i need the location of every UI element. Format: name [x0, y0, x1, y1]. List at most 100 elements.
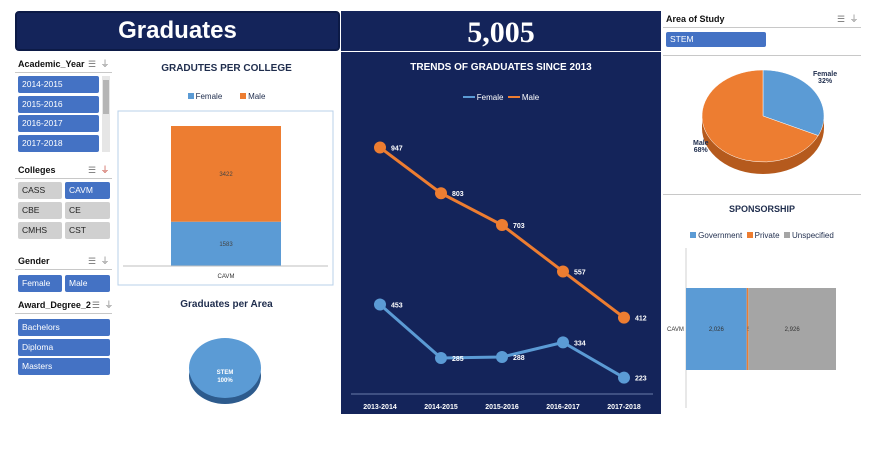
data-point	[557, 336, 569, 349]
data-label: 453	[391, 303, 403, 310]
data-label: 285	[452, 356, 464, 363]
college-chart-panel: GRADUTES PER COLLEGE Female Male 1583 342…	[113, 56, 340, 291]
dashboard-title: Graduates	[118, 17, 237, 44]
data-label: 557	[574, 269, 586, 276]
multi-select-icon[interactable]: ☰	[91, 300, 100, 310]
gender-pie-chart	[701, 69, 825, 174]
trend-chart-legend: Female Male	[341, 85, 661, 103]
area-of-study-slicer: Area of Study ☰ ⏚ STEM	[663, 11, 861, 51]
slicer-item-2016-2017[interactable]: 2016-2017	[18, 115, 99, 132]
series-line-male	[379, 146, 625, 319]
slicer-title: Area of Study	[666, 14, 725, 24]
slicer-scrollbar[interactable]	[102, 76, 110, 152]
data-label: 803	[452, 191, 464, 198]
slicer-item-bachelors[interactable]: Bachelors	[18, 319, 110, 336]
x-tick-label: 2015-2016	[485, 404, 519, 411]
trend-line-chart: 2013-2014 2014-2015 2015-2016 2016-2017 2017…	[351, 141, 653, 411]
slicer-item-diploma[interactable]: Diploma	[18, 339, 110, 356]
sponsorship-panel: SPONSORSHIP Government Private Unspecifi…	[663, 196, 861, 410]
slicer-item-2014-2015[interactable]: 2014-2015	[18, 76, 99, 93]
slicer-item-masters[interactable]: Masters	[18, 358, 110, 375]
total-kpi-panel: 5,005	[341, 11, 661, 51]
slicer-header: Gender ☰ ⏚	[15, 253, 112, 270]
college-chart-legend: Female Male	[113, 86, 340, 104]
slicer-item-cmhs[interactable]: CMHS	[18, 222, 62, 239]
pie-label-male: Male 68%	[693, 140, 709, 154]
data-point	[496, 351, 508, 364]
series-line-female	[379, 303, 625, 379]
award-degree-slicer: Award_Degree_2 ☰ ⏚ Bachelors Diploma Mast…	[15, 297, 114, 377]
slicer-item-2015-2016[interactable]: 2015-2016	[18, 96, 99, 113]
slicer-item-stem[interactable]: STEM	[666, 32, 766, 47]
college-bar-chart: 1583 3422 CAVM	[117, 110, 334, 286]
slicer-item-cbe[interactable]: CBE	[18, 202, 62, 219]
multi-select-icon[interactable]: ☰	[836, 14, 846, 24]
slicer-title: Gender	[18, 256, 50, 266]
slicer-header: Academic_Year ☰ ⏚	[15, 56, 112, 73]
sponsorship-title: SPONSORSHIP	[728, 204, 795, 214]
x-tick-label: CAVM	[218, 274, 235, 280]
gender-slicer: Gender ☰ ⏚ Female Male	[15, 253, 112, 293]
multi-select-icon[interactable]: ☰	[87, 256, 97, 266]
colleges-slicer: Colleges ☰ ⏚ CASS CAVM CBE CE CMHS CST	[15, 162, 112, 244]
data-point	[496, 219, 508, 232]
clear-filter-icon[interactable]: ⏚	[100, 165, 110, 175]
legend-item-government: Government	[690, 231, 742, 240]
slicer-item-ce[interactable]: CE	[65, 202, 110, 219]
slicer-item-male[interactable]: Male	[65, 275, 110, 292]
legend-item-female: Female	[187, 92, 222, 101]
clear-filter-icon[interactable]: ⏚	[849, 14, 859, 24]
legend-item-unspecified: Unspecified	[784, 231, 834, 240]
multi-select-icon[interactable]: ☰	[87, 59, 97, 69]
clear-filter-icon[interactable]: ⏚	[104, 300, 114, 310]
data-label: 947	[391, 145, 403, 152]
trend-chart-panel: TRENDS OF GRADUATES SINCE 2013 Female Ma…	[341, 52, 661, 414]
legend-item-female: Female	[462, 93, 503, 102]
data-label: 703	[513, 223, 525, 230]
clear-filter-icon[interactable]: ⏚	[100, 256, 110, 266]
slicer-item-2017-2018[interactable]: 2017-2018	[18, 135, 99, 152]
slicer-item-cass[interactable]: CASS	[18, 182, 62, 199]
slicer-title: Colleges	[18, 165, 56, 175]
slicer-header: Colleges ☰ ⏚	[15, 162, 112, 179]
data-point	[374, 298, 386, 311]
data-point	[435, 351, 447, 364]
data-label: 334	[574, 340, 586, 347]
bar-value-label: 2,026	[709, 327, 725, 333]
area-pie-pct: 100%	[217, 378, 233, 384]
trend-chart-title: TRENDS OF GRADUATES SINCE 2013	[410, 62, 592, 73]
gender-pie-panel: Female 32% Male 68%	[663, 55, 861, 195]
data-label: 412	[635, 316, 647, 323]
sponsorship-legend: Government Private Unspecified	[663, 225, 861, 243]
slicer-item-female[interactable]: Female	[18, 275, 62, 292]
title-banner: Graduates	[15, 11, 340, 51]
pie-slice-female	[762, 69, 825, 136]
legend-item-male: Male	[240, 92, 265, 101]
clear-filter-icon[interactable]: ⏚	[100, 59, 110, 69]
data-point	[557, 265, 569, 278]
slicer-item-cavm[interactable]: CAVM	[65, 182, 110, 199]
slicer-item-cst[interactable]: CST	[65, 222, 110, 239]
college-chart-title: GRADUTES PER COLLEGE	[161, 63, 292, 74]
slicer-title: Award_Degree_2	[18, 300, 91, 310]
data-point	[618, 371, 630, 384]
multi-select-icon[interactable]: ☰	[87, 165, 97, 175]
bar-segment-government	[686, 288, 747, 370]
data-point	[435, 187, 447, 200]
area-pie-chart: STEM 100%	[189, 338, 261, 404]
x-tick-label: 2013-2014	[363, 404, 397, 411]
bar-value-label: 1583	[219, 242, 233, 248]
data-point	[374, 141, 386, 154]
x-tick-label: 2017-2018	[607, 404, 641, 411]
x-tick-label: 2016-2017	[546, 404, 580, 411]
slicer-header: Award_Degree_2 ☰ ⏚	[15, 297, 114, 314]
bar-segment-female	[171, 221, 281, 266]
data-label: 288	[513, 355, 525, 362]
x-tick-label: 2014-2015	[424, 404, 458, 411]
legend-item-male: Male	[507, 93, 539, 102]
total-graduates-value: 5,005	[467, 16, 535, 49]
bar-segment-unspecified	[748, 288, 836, 370]
slicer-header: Area of Study ☰ ⏚	[663, 11, 861, 28]
legend-item-private: Private	[746, 231, 780, 240]
